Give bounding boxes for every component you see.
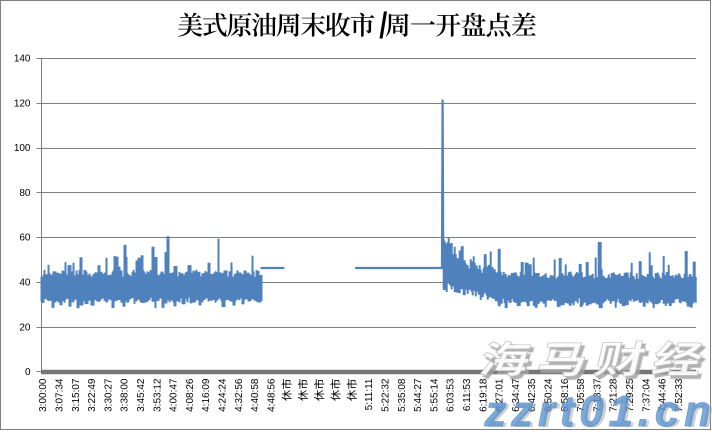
svg-text:4:00:47: 4:00:47: [169, 378, 180, 412]
svg-text:3:07:34: 3:07:34: [55, 378, 66, 412]
svg-text:80: 80: [19, 188, 31, 199]
svg-text:5:35:08: 5:35:08: [397, 378, 408, 412]
svg-text:4:48:56: 4:48:56: [266, 378, 277, 412]
svg-text:6:11:53: 6:11:53: [462, 378, 473, 411]
svg-text:5:55:14: 5:55:14: [429, 378, 440, 412]
svg-text:60: 60: [19, 233, 31, 244]
svg-text:zzrt01.cn: zzrt01.cn: [484, 388, 712, 430]
svg-text:4:32:56: 4:32:56: [234, 378, 245, 412]
svg-text:4:24:24: 4:24:24: [218, 378, 229, 412]
svg-text:20: 20: [19, 322, 31, 333]
svg-text:100: 100: [14, 143, 31, 154]
svg-text:3:00:00: 3:00:00: [38, 378, 49, 412]
svg-text:5:11:11: 5:11:11: [364, 378, 375, 410]
svg-text:4:40:58: 4:40:58: [250, 378, 261, 412]
svg-text:5:22:32: 5:22:32: [381, 378, 392, 412]
svg-text:5:44:27: 5:44:27: [413, 378, 424, 412]
svg-text:40: 40: [19, 278, 31, 289]
svg-text:3:22:49: 3:22:49: [87, 378, 98, 412]
svg-text:3:30:27: 3:30:27: [103, 378, 114, 412]
svg-text:4:08:26: 4:08:26: [185, 378, 196, 412]
svg-text:3:38:00: 3:38:00: [120, 378, 131, 412]
svg-text:0: 0: [25, 367, 31, 378]
svg-text:140: 140: [14, 54, 31, 65]
svg-text:3:53:12: 3:53:12: [152, 378, 163, 412]
svg-text:3:15:07: 3:15:07: [71, 378, 82, 412]
svg-text:4:16:09: 4:16:09: [201, 378, 212, 412]
svg-text:120: 120: [14, 98, 31, 109]
svg-text:6:03:53: 6:03:53: [446, 378, 457, 412]
svg-text:3:45:42: 3:45:42: [136, 378, 147, 412]
